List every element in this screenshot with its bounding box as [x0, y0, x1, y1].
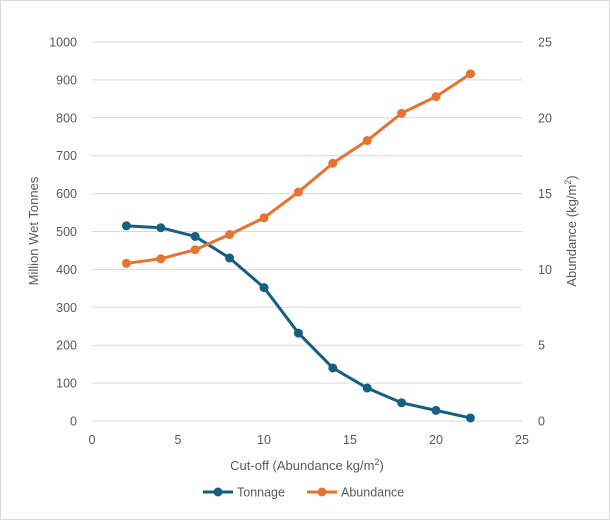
series-layer	[121, 69, 475, 423]
abundance-point	[465, 69, 475, 79]
y2-tick-label: 25	[538, 36, 552, 50]
tonnage-point	[190, 231, 200, 241]
x-axis-ticks: 0 5 10 15 20 25	[89, 433, 529, 447]
y-tick-label: 800	[56, 111, 77, 125]
abundance-point	[121, 258, 131, 268]
x-tick-label: 10	[257, 433, 271, 447]
x-tick-label: 15	[343, 433, 357, 447]
y-tick-label: 100	[56, 377, 77, 391]
legend-item-abundance: Abundance	[307, 486, 404, 500]
abundance-point	[293, 187, 303, 197]
abundance-point	[259, 213, 269, 223]
y-tick-label: 500	[56, 225, 77, 239]
y-tick-label: 600	[56, 187, 77, 201]
abundance-point	[397, 108, 407, 118]
tonnage-point	[259, 283, 269, 293]
tonnage-point	[121, 221, 131, 231]
abundance-point	[431, 92, 441, 102]
tonnage-point	[431, 405, 441, 415]
y-tick-label: 300	[56, 301, 77, 315]
abundance-point	[190, 245, 200, 255]
legend-label-tonnage: Tonnage	[237, 486, 285, 500]
y-axis-title: Million Wet Tonnes	[26, 176, 41, 285]
tonnage-point	[465, 413, 475, 423]
series-line-abundance	[124, 72, 472, 265]
tonnage-point	[328, 363, 338, 373]
tonnage-point	[156, 223, 166, 233]
tonnage-point	[362, 383, 372, 393]
right-axis-ticks: 0 5 10 15 20 25	[538, 36, 552, 429]
y2-tick-label: 20	[538, 111, 552, 125]
y-tick-label: 0	[70, 415, 77, 429]
tonnage-point	[293, 328, 303, 338]
legend: Tonnage Abundance	[203, 486, 404, 500]
legend-marker-tonnage	[213, 487, 223, 497]
gridlines	[92, 41, 522, 422]
y-tick-label: 400	[56, 263, 77, 277]
series-abundance	[121, 69, 475, 268]
y2-tick-label: 0	[538, 415, 545, 429]
abundance-point	[362, 136, 372, 146]
series-tonnage	[121, 221, 475, 423]
y2-tick-label: 15	[538, 187, 552, 201]
y-tick-label: 200	[56, 339, 77, 353]
y-tick-label: 900	[56, 73, 77, 87]
y-tick-label: 700	[56, 149, 77, 163]
tonnage-point	[225, 253, 235, 263]
legend-marker-abundance	[317, 487, 327, 497]
y2-axis-title: Abundance (kg/m2)	[563, 175, 579, 286]
x-tick-label: 20	[429, 433, 443, 447]
tonnage-point	[397, 398, 407, 408]
legend-item-tonnage: Tonnage	[203, 486, 285, 500]
x-tick-label: 5	[175, 433, 182, 447]
left-axis-ticks: 0 100 200 300 400 500 600 700 800 900 1000	[49, 36, 77, 429]
abundance-point	[328, 158, 338, 168]
abundance-point	[156, 254, 166, 264]
x-tick-label: 25	[515, 433, 529, 447]
y2-tick-label: 5	[538, 339, 545, 353]
x-axis-title: Cut-off (Abundance kg/m2)	[230, 457, 384, 473]
abundance-point	[225, 230, 235, 240]
y-tick-label: 1000	[49, 36, 77, 50]
legend-label-abundance: Abundance	[341, 486, 404, 500]
y2-tick-label: 10	[538, 263, 552, 277]
x-tick-label: 0	[89, 433, 96, 447]
